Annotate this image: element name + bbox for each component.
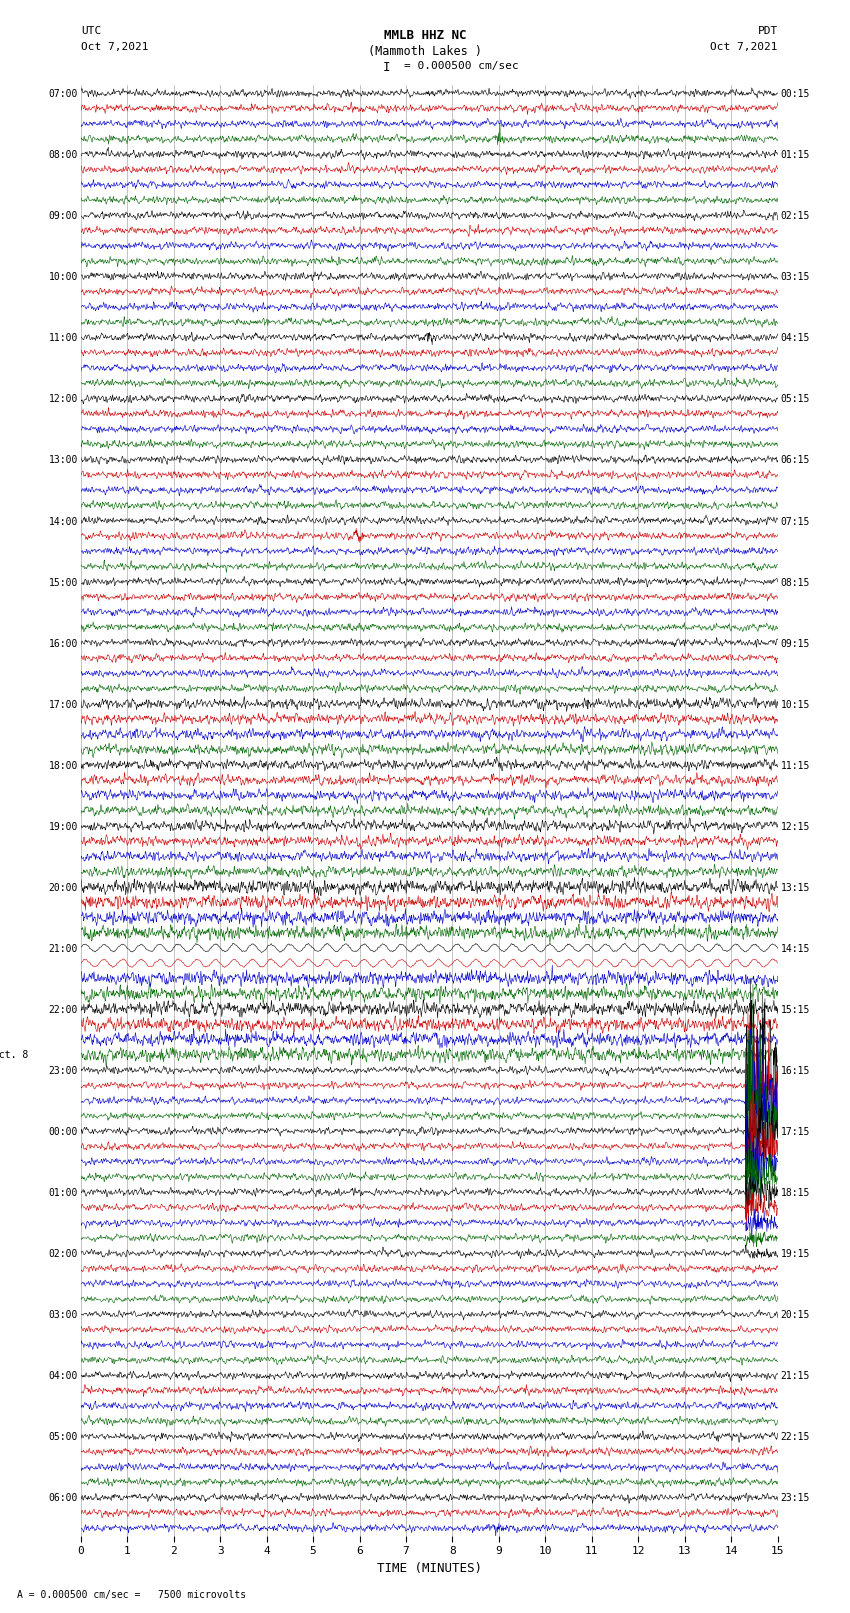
Text: UTC: UTC [81,26,101,35]
Text: (Mammoth Lakes ): (Mammoth Lakes ) [368,45,482,58]
Text: Oct. 8: Oct. 8 [0,1050,28,1060]
Text: I: I [383,61,390,74]
Text: PDT: PDT [757,26,778,35]
X-axis label: TIME (MINUTES): TIME (MINUTES) [377,1561,482,1574]
Text: Oct 7,2021: Oct 7,2021 [81,42,148,52]
Text: MMLB HHZ NC: MMLB HHZ NC [383,29,467,42]
Text: A = 0.000500 cm/sec =   7500 microvolts: A = 0.000500 cm/sec = 7500 microvolts [17,1590,246,1600]
Text: = 0.000500 cm/sec: = 0.000500 cm/sec [404,61,518,71]
Text: Oct 7,2021: Oct 7,2021 [711,42,778,52]
